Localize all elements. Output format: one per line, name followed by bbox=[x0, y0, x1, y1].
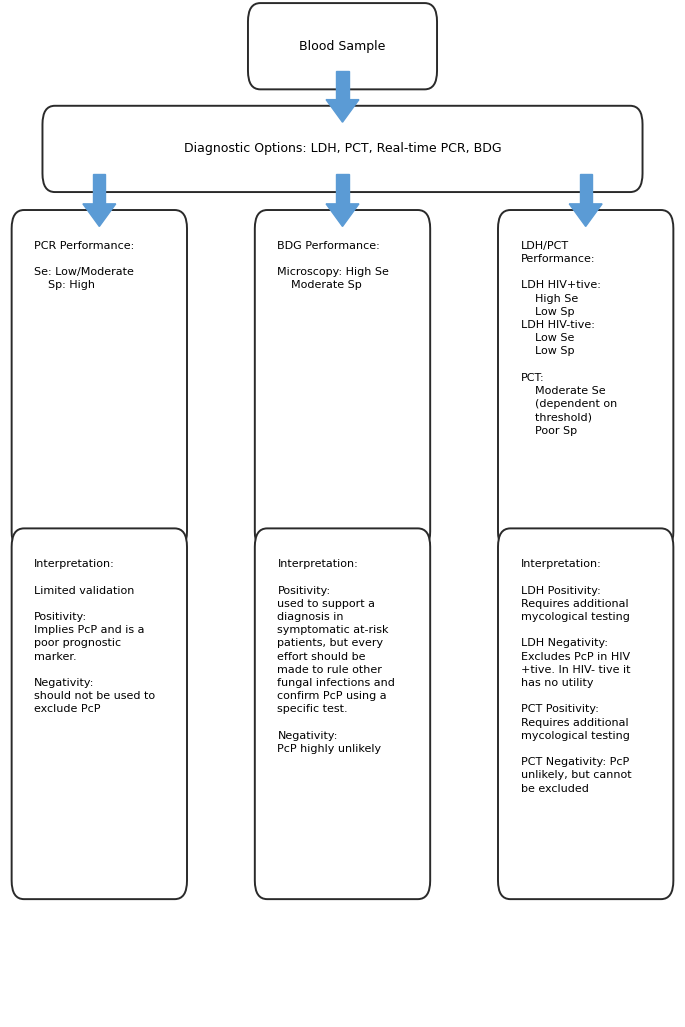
Text: PCR Performance:

Se: Low/Moderate
    Sp: High: PCR Performance: Se: Low/Moderate Sp: Hi… bbox=[34, 240, 134, 291]
FancyBboxPatch shape bbox=[498, 528, 673, 900]
Polygon shape bbox=[326, 203, 359, 227]
Polygon shape bbox=[83, 203, 116, 227]
FancyBboxPatch shape bbox=[498, 211, 673, 549]
Text: Blood Sample: Blood Sample bbox=[299, 40, 386, 52]
Polygon shape bbox=[326, 100, 359, 122]
Polygon shape bbox=[580, 174, 592, 203]
Polygon shape bbox=[336, 71, 349, 100]
FancyBboxPatch shape bbox=[255, 211, 430, 549]
Text: Interpretation:

Limited validation

Positivity:
Implies PcP and is a
poor progn: Interpretation: Limited validation Posit… bbox=[34, 559, 155, 715]
FancyBboxPatch shape bbox=[255, 528, 430, 900]
Text: Interpretation:

LDH Positivity:
Requires additional
mycological testing

LDH Ne: Interpretation: LDH Positivity: Requires… bbox=[521, 559, 631, 794]
Text: LDH/PCT
Performance:

LDH HIV+tive:
    High Se
    Low Sp
LDH HIV-tive:
    Low: LDH/PCT Performance: LDH HIV+tive: High … bbox=[521, 240, 617, 435]
FancyBboxPatch shape bbox=[12, 528, 187, 900]
FancyBboxPatch shape bbox=[248, 3, 437, 89]
Text: BDG Performance:

Microscopy: High Se
    Moderate Sp: BDG Performance: Microscopy: High Se Mod… bbox=[277, 240, 389, 291]
Text: Interpretation:

Positivity:
used to support a
diagnosis in
symptomatic at-risk
: Interpretation: Positivity: used to supp… bbox=[277, 559, 395, 754]
Text: Diagnostic Options: LDH, PCT, Real-time PCR, BDG: Diagnostic Options: LDH, PCT, Real-time … bbox=[184, 143, 501, 155]
FancyBboxPatch shape bbox=[42, 106, 643, 192]
Polygon shape bbox=[569, 203, 602, 227]
FancyBboxPatch shape bbox=[12, 211, 187, 549]
Polygon shape bbox=[336, 174, 349, 203]
Polygon shape bbox=[93, 174, 105, 203]
